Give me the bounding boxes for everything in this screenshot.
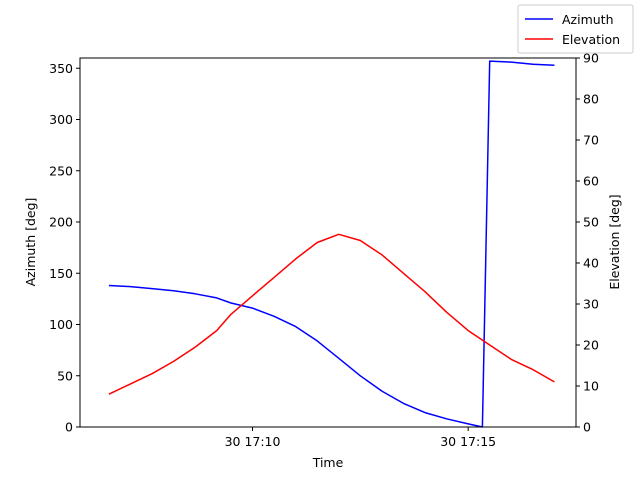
right-y-tick-label: 30: [583, 297, 599, 312]
legend: Azimuth Elevation: [517, 4, 634, 54]
left-y-tick-label: 350: [49, 61, 73, 76]
x-tick-label: 30 17:10: [225, 434, 281, 449]
right-y-tick-label: 40: [583, 256, 599, 271]
right-y-tick-label: 60: [583, 174, 599, 189]
right-y-tick-label: 70: [583, 133, 599, 148]
right-y-tick-label: 20: [583, 338, 599, 353]
left-y-tick-label: 200: [49, 215, 73, 230]
left-y-tick-label: 300: [49, 112, 73, 127]
left-y-tick-label: 100: [49, 317, 73, 332]
left-y-axis: 0 50 100 150 200 250 300 350: [49, 61, 80, 435]
legend-label-azimuth: Azimuth: [562, 12, 614, 27]
legend-box: [517, 4, 634, 54]
right-y-tick-label: 0: [583, 420, 591, 435]
right-y-axis-label: Elevation [deg]: [607, 194, 622, 289]
left-y-tick-label: 150: [49, 266, 73, 281]
right-y-tick-label: 90: [583, 51, 599, 66]
series-line-azimuth: [108, 60, 555, 428]
x-axis: 30 17:10 30 17:15: [225, 427, 496, 449]
left-y-tick-label: 0: [65, 420, 73, 435]
plot-frame: [79, 57, 577, 428]
right-y-tick-label: 10: [583, 379, 599, 394]
right-y-axis: 0 10 20 30 40 50 60 70 80 90: [576, 51, 599, 435]
x-tick-label: 30 17:15: [440, 434, 496, 449]
left-y-axis-label: Azimuth [deg]: [23, 198, 38, 287]
right-y-tick-label: 80: [583, 92, 599, 107]
series-line-elevation: [108, 233, 555, 395]
left-y-tick-label: 50: [57, 368, 73, 383]
left-y-tick-label: 250: [49, 163, 73, 178]
legend-label-elevation: Elevation: [562, 32, 620, 47]
x-axis-label: Time: [312, 455, 344, 470]
plot-area: [79, 57, 577, 428]
right-y-tick-label: 50: [583, 215, 599, 230]
